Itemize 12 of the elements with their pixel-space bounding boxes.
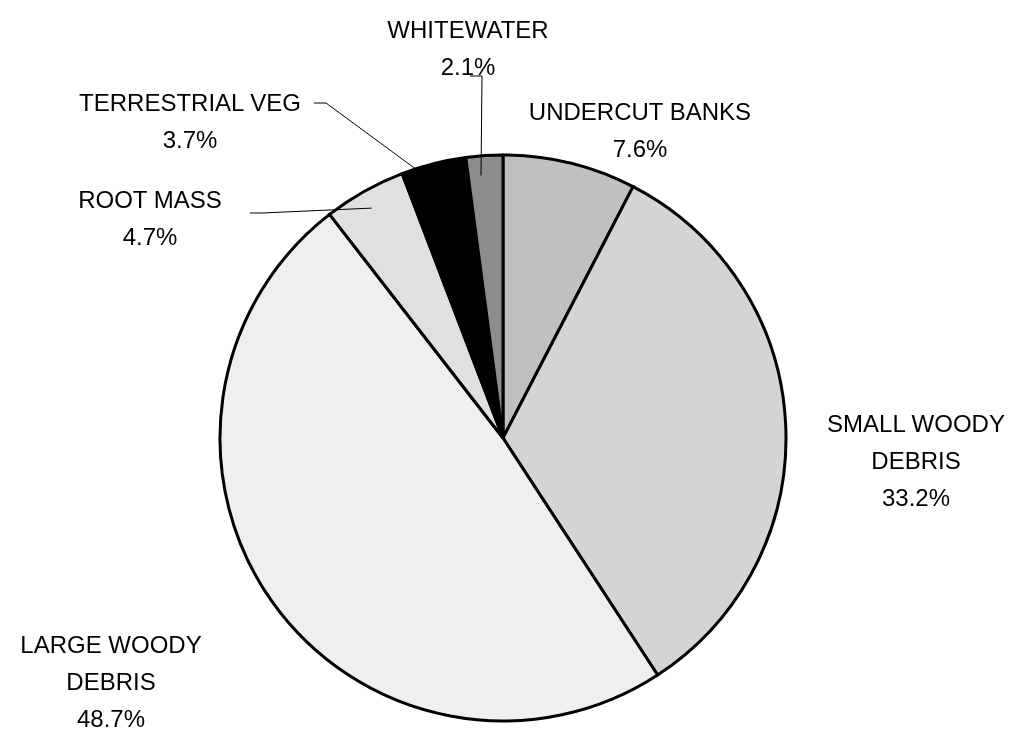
data-label: 48.7% [76,705,146,732]
slice-label: ROOT MASS [78,186,222,213]
slice-label: LARGE WOODY DEBRIS [20,631,202,695]
data-label: 7.6% [612,135,668,162]
slice-label: WHITEWATER [387,16,549,43]
data-label: 2.1% [440,53,496,80]
data-label: 33.2% [881,484,951,511]
slice-label: UNDERCUT BANKS [528,98,752,125]
slice-label: SMALL WOODY DEBRIS [827,410,1005,474]
data-label: 4.7% [122,223,178,250]
data-label: 3.7% [162,126,218,153]
slice-label: TERRESTRIAL VEG [79,89,301,116]
